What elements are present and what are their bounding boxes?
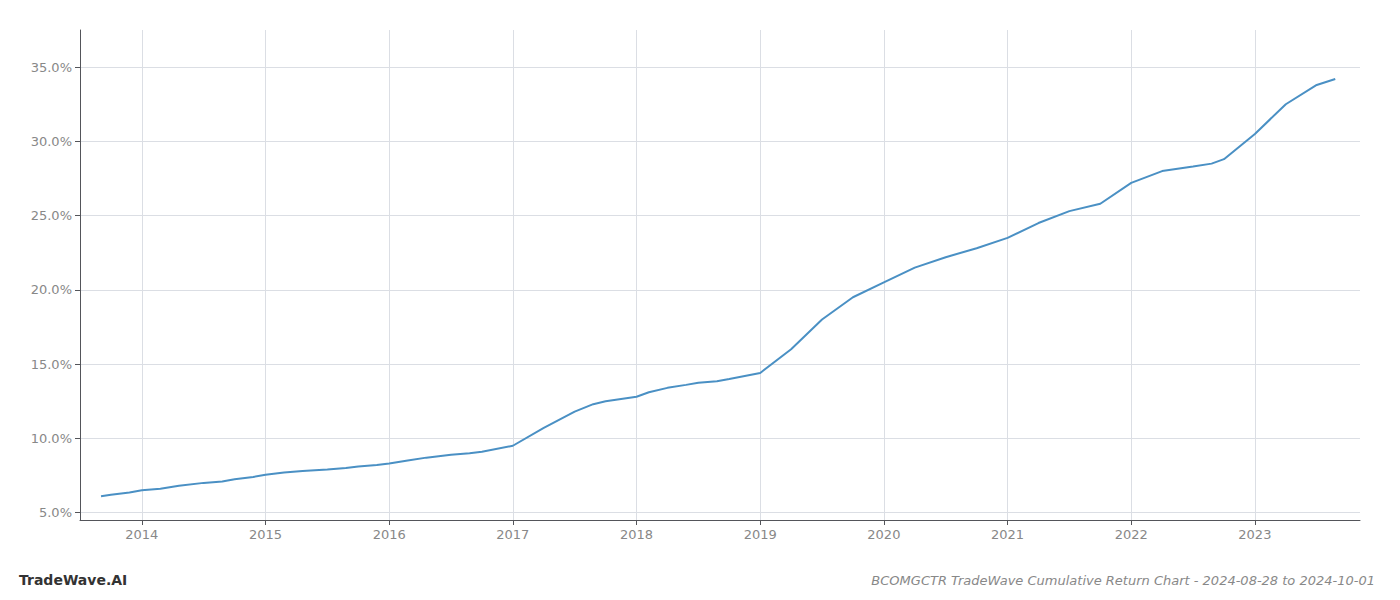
svg-text:25.0%: 25.0% <box>31 208 72 223</box>
svg-text:2021: 2021 <box>991 527 1024 542</box>
svg-text:2017: 2017 <box>496 527 529 542</box>
svg-text:2019: 2019 <box>744 527 777 542</box>
svg-text:20.0%: 20.0% <box>31 282 72 297</box>
svg-text:2015: 2015 <box>249 527 282 542</box>
svg-text:2020: 2020 <box>867 527 900 542</box>
svg-text:TradeWave.AI: TradeWave.AI <box>19 572 127 588</box>
svg-text:BCOMGCTR TradeWave Cumulative: BCOMGCTR TradeWave Cumulative Return Cha… <box>871 573 1375 588</box>
svg-text:2023: 2023 <box>1238 527 1271 542</box>
svg-text:2016: 2016 <box>373 527 406 542</box>
svg-text:15.0%: 15.0% <box>31 357 72 372</box>
svg-text:35.0%: 35.0% <box>31 60 72 75</box>
svg-text:2014: 2014 <box>125 527 158 542</box>
svg-text:2022: 2022 <box>1115 527 1148 542</box>
svg-text:10.0%: 10.0% <box>31 431 72 446</box>
svg-text:30.0%: 30.0% <box>31 134 72 149</box>
svg-text:5.0%: 5.0% <box>39 505 72 520</box>
svg-text:2018: 2018 <box>620 527 653 542</box>
